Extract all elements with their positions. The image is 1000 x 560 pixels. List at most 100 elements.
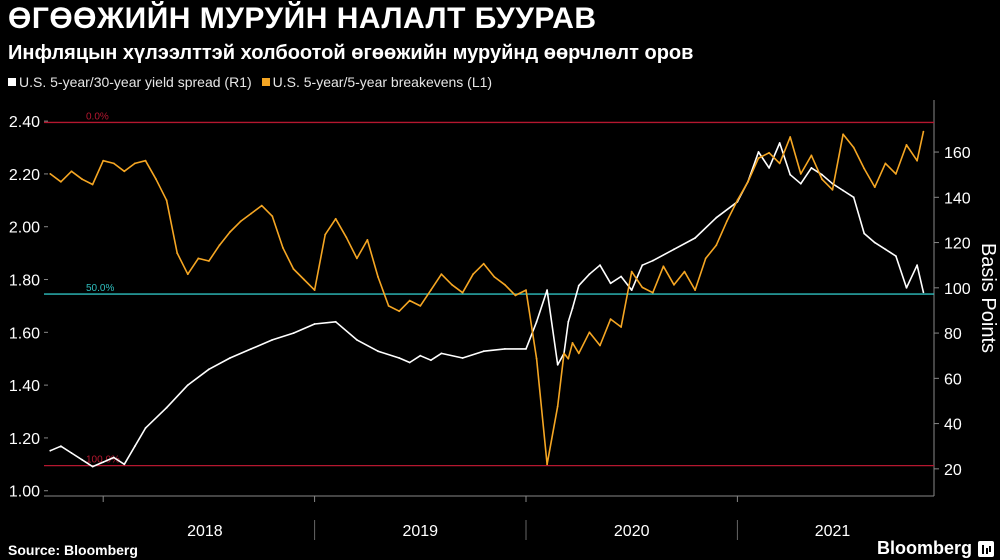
data-point-spread <box>810 167 813 169</box>
data-point-breakevens <box>398 310 401 313</box>
data-point-breakevens <box>366 239 369 241</box>
data-point-breakevens <box>588 331 591 334</box>
data-point-spread <box>630 289 633 291</box>
right-tick-label: 40 <box>944 417 962 434</box>
data-point-breakevens <box>567 357 570 360</box>
bloomberg-terminal-icon <box>978 541 994 557</box>
data-point-breakevens <box>514 294 517 297</box>
data-point-breakevens <box>102 159 105 162</box>
data-point-spread <box>873 241 876 244</box>
data-point-spread <box>81 458 83 461</box>
data-point-breakevens <box>863 167 866 170</box>
data-point-spread <box>60 445 62 448</box>
data-point-breakevens <box>757 157 760 160</box>
reference-line-label: 100.0% <box>86 455 120 466</box>
data-point-spread <box>715 216 718 219</box>
data-point-breakevens <box>282 246 284 249</box>
data-point-breakevens <box>916 159 918 162</box>
left-tick-label: 2.40 <box>9 114 40 131</box>
data-point-spread <box>229 357 231 359</box>
data-point-breakevens <box>789 136 792 138</box>
data-point-spread <box>922 291 925 294</box>
data-point-breakevens <box>356 257 358 260</box>
data-point-spread <box>356 339 358 341</box>
legend-swatch-spread <box>8 78 16 86</box>
data-point-spread <box>250 348 253 350</box>
data-point-spread <box>504 348 506 350</box>
data-point-breakevens <box>556 405 559 408</box>
data-point-spread <box>799 182 802 185</box>
right-tick-label: 160 <box>944 145 971 162</box>
data-point-spread <box>102 461 105 463</box>
right-tick-label: 60 <box>944 371 962 388</box>
data-point-breakevens <box>694 289 696 291</box>
data-point-spread <box>609 282 612 285</box>
data-point-spread <box>789 173 792 176</box>
data-point-spread <box>571 307 574 310</box>
chart-title: ӨГӨӨЖИЙН МУРУЙН НАЛАЛТ БУУРАВ <box>8 2 597 35</box>
data-point-breakevens <box>662 265 665 268</box>
data-point-spread <box>398 357 401 359</box>
data-point-spread <box>916 264 918 267</box>
data-point-breakevens <box>884 162 887 165</box>
legend-item-breakevens: U.S. 5-year/5-year breakevens (L1) <box>261 74 493 90</box>
data-point-spread <box>292 332 295 334</box>
data-point-spread <box>599 264 601 267</box>
left-tick-label: 2.20 <box>9 167 40 184</box>
data-point-breakevens <box>546 463 548 466</box>
right-tick-label: 140 <box>944 190 971 207</box>
series-line-breakevens <box>49 131 925 466</box>
data-point-spread <box>334 320 337 323</box>
chart-frame <box>44 100 935 497</box>
data-point-breakevens <box>831 188 834 191</box>
data-point-breakevens <box>799 173 802 175</box>
reference-lines: 0.0% 50.0% 100.0% <box>44 111 934 467</box>
data-point-breakevens <box>260 204 263 207</box>
data-point-breakevens <box>70 170 73 173</box>
data-point-breakevens <box>651 291 654 294</box>
brand-logo-text: Bloomberg <box>876 538 972 558</box>
data-point-breakevens <box>525 289 527 291</box>
data-point-breakevens <box>60 180 62 183</box>
data-point-breakevens <box>155 178 157 181</box>
data-point-breakevens <box>715 244 718 247</box>
data-point-breakevens <box>704 257 707 260</box>
data-point-breakevens <box>292 268 295 270</box>
data-point-breakevens <box>144 159 147 162</box>
data-point-breakevens <box>461 291 464 294</box>
data-point-spread <box>49 449 52 452</box>
data-point-breakevens <box>747 180 749 183</box>
data-point-spread <box>461 357 464 359</box>
data-point-breakevens <box>577 352 580 355</box>
data-point-breakevens <box>334 217 337 220</box>
data-point-breakevens <box>778 162 781 165</box>
data-point-spread <box>863 232 866 235</box>
data-point-breakevens <box>895 173 897 175</box>
left-tick-label: 1.40 <box>9 378 40 395</box>
data-point-spread <box>70 452 73 454</box>
data-point-spread <box>842 189 844 192</box>
x-tick-label: 2020 <box>614 523 650 540</box>
data-point-breakevens <box>472 273 474 276</box>
data-point-breakevens <box>186 273 189 276</box>
x-tick-label: 2019 <box>402 523 438 540</box>
data-point-breakevens <box>239 220 242 223</box>
data-point-breakevens <box>504 283 506 286</box>
data-point-breakevens <box>482 262 485 265</box>
data-point-breakevens <box>620 326 622 328</box>
data-point-breakevens <box>768 151 770 154</box>
right-axis-title: Basis Points <box>977 243 999 353</box>
data-point-breakevens <box>873 186 876 189</box>
data-point-breakevens <box>493 276 496 278</box>
data-point-spread <box>535 320 538 323</box>
data-point-breakevens <box>271 215 274 218</box>
data-point-spread <box>134 445 136 448</box>
data-point-breakevens <box>91 183 94 186</box>
legend-label-breakevens: U.S. 5-year/5-year breakevens (L1) <box>272 74 493 90</box>
data-point-spread <box>821 173 823 176</box>
data-point-breakevens <box>419 305 422 307</box>
data-point-spread <box>567 320 570 323</box>
data-point-breakevens <box>387 305 390 307</box>
data-point-spread <box>673 248 675 251</box>
